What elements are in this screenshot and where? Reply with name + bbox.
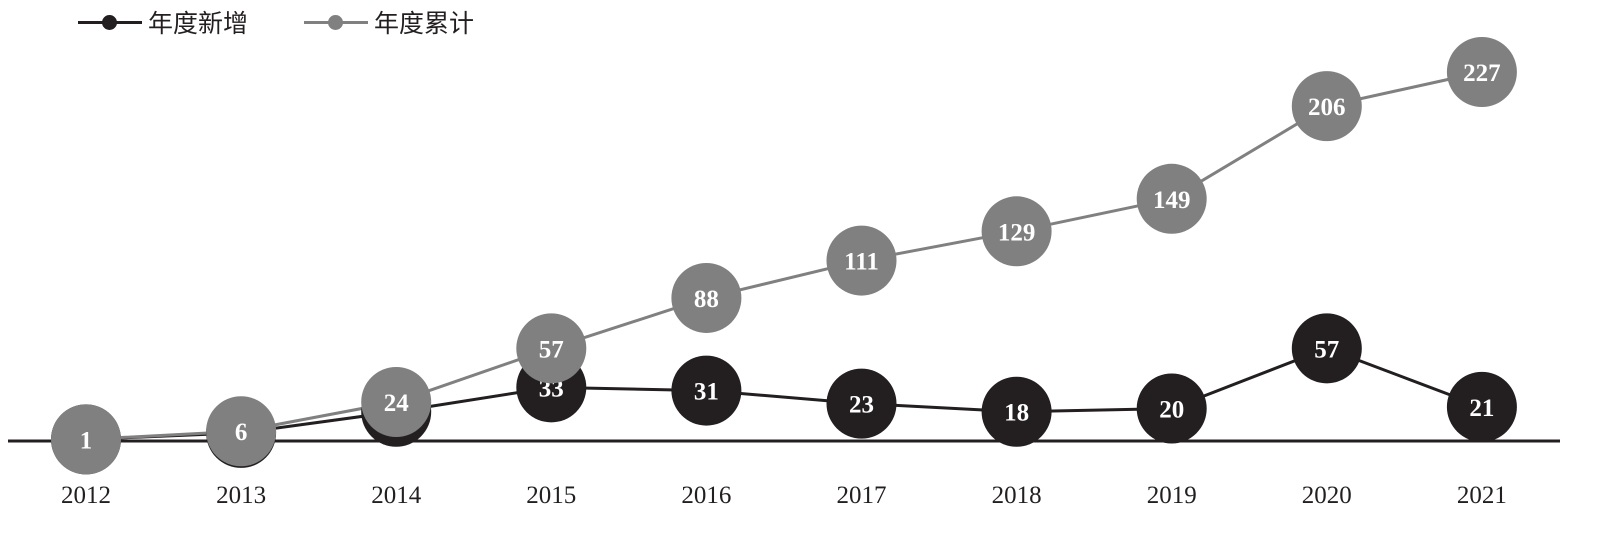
- data-label: 21: [1469, 395, 1494, 422]
- x-tick-label: 2014: [371, 482, 422, 509]
- series-line: [85, 70, 1483, 441]
- data-point: [981, 376, 1052, 447]
- data-label: 149: [1153, 187, 1191, 214]
- legend-label-cumulative: 年度累计: [374, 9, 475, 38]
- data-point: [51, 404, 121, 475]
- x-tick-label: 2012: [61, 482, 111, 509]
- data-label: 23: [849, 392, 874, 419]
- data-label: 6: [235, 419, 248, 446]
- data-label: 20: [1159, 396, 1184, 423]
- data-point: [671, 262, 742, 333]
- x-tick-label: 2018: [992, 482, 1042, 509]
- data-label: 31: [694, 379, 719, 406]
- x-tick-label: 2020: [1302, 482, 1352, 509]
- data-point: [1136, 163, 1207, 234]
- legend-label-new: 年度新增: [148, 9, 249, 38]
- data-point: [1136, 373, 1207, 444]
- data-point: [516, 313, 587, 384]
- data-label: 57: [1314, 336, 1339, 363]
- data-point: [1446, 371, 1517, 442]
- data-point: [1291, 71, 1362, 142]
- data-point: [826, 368, 897, 439]
- data-point: [1291, 313, 1362, 384]
- legend-item-new: 年度新增: [78, 4, 248, 40]
- data-point: [361, 366, 432, 437]
- data-point: [1446, 37, 1517, 107]
- data-point: [826, 225, 897, 296]
- data-label: 88: [694, 286, 719, 313]
- data-label: 18: [1004, 400, 1029, 427]
- data-label: 24: [384, 390, 410, 417]
- x-tick-label: 2013: [216, 482, 266, 509]
- x-tick-label: 2016: [681, 482, 731, 509]
- data-point: [981, 196, 1052, 267]
- data-label: 1: [80, 427, 93, 454]
- data-point: [671, 355, 742, 426]
- legend-line-icon: [78, 14, 142, 30]
- x-tick-label: 2017: [837, 482, 887, 509]
- x-tick-label: 2015: [526, 482, 576, 509]
- data-label: 206: [1308, 94, 1346, 121]
- data-label: 227: [1463, 60, 1501, 87]
- x-tick-label: 2019: [1147, 482, 1197, 509]
- data-label: 57: [539, 336, 564, 363]
- series-line: [85, 346, 1483, 441]
- data-point: [206, 396, 277, 467]
- data-label: 129: [998, 219, 1036, 246]
- data-label: 111: [844, 249, 879, 276]
- x-tick-label: 2021: [1457, 482, 1507, 509]
- chart-legend: 年度新增 年度累计: [78, 4, 530, 40]
- legend-item-cumulative: 年度累计: [304, 4, 474, 40]
- legend-line-icon: [304, 14, 369, 30]
